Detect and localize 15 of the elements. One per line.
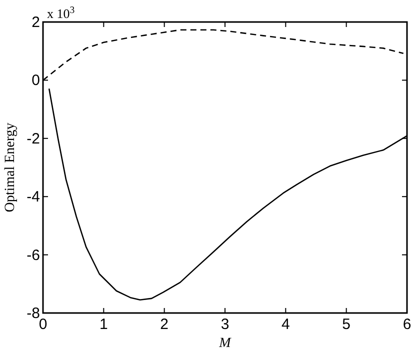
text: x 10$^{3}$	[47, 4, 75, 21]
y-axis-title: Optimal Energy	[3, 122, 18, 212]
x-tick-label: 5	[342, 316, 351, 333]
y-tick-label: 2	[32, 14, 40, 31]
y-tick-label: -4	[26, 188, 40, 206]
y-tick-label: 0	[32, 72, 40, 90]
y-tick-label: -6	[26, 246, 40, 264]
y-tick-label: -2	[26, 130, 40, 148]
x-tick-label: 6	[402, 316, 412, 333]
x-tick-label: 1	[99, 316, 108, 333]
x-axis-title: M	[218, 336, 232, 351]
x-tick-label: 4	[281, 316, 290, 333]
x-tick-label: 2	[160, 316, 169, 333]
y-tick-label: -8	[26, 305, 40, 322]
x-tick-label: 3	[220, 316, 230, 333]
